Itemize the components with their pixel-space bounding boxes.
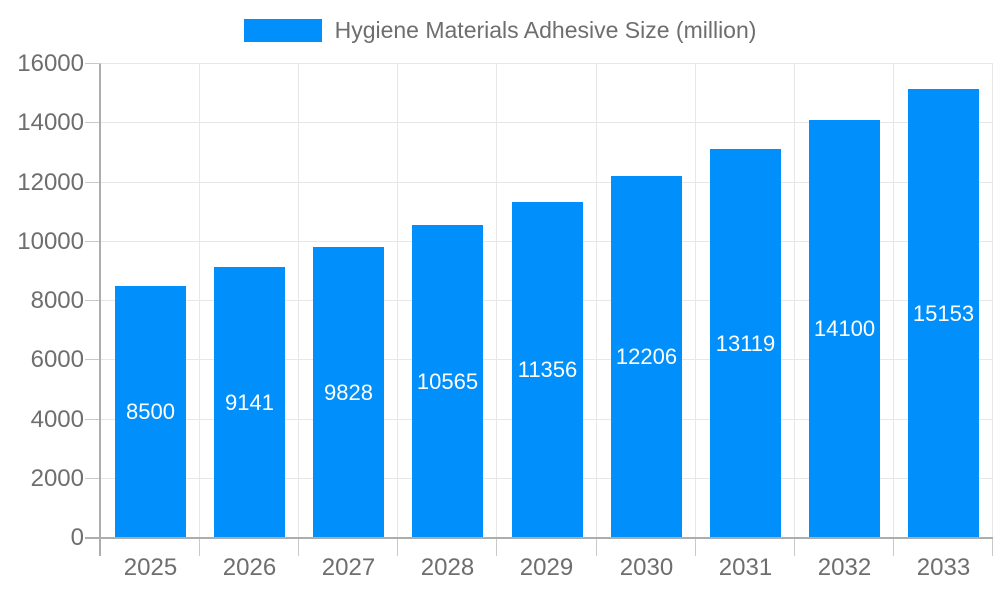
vertical-gridline (298, 64, 299, 538)
x-axis-tick (992, 538, 993, 556)
bar-value-label: 14100 (813, 316, 876, 341)
y-axis-tick (85, 478, 101, 479)
bar-value-label: 10565 (416, 368, 479, 394)
y-axis-tick (85, 63, 101, 64)
y-axis-tick (85, 419, 101, 420)
horizontal-gridline (101, 63, 993, 64)
y-axis-label: 6000 (30, 346, 84, 373)
x-axis-tick (695, 538, 696, 556)
y-axis-label: 0 (70, 524, 84, 551)
x-axis-tick (397, 538, 398, 556)
bar-value-label: 12206 (615, 344, 678, 369)
bar-value-label: 9828 (324, 379, 373, 405)
x-axis-tick (298, 538, 299, 556)
bar-value-label: 8500 (126, 399, 175, 424)
vertical-gridline (794, 64, 795, 538)
bar: 11356 (512, 202, 583, 538)
bar-value-label: 13119 (715, 330, 776, 356)
y-axis-tick (85, 300, 101, 301)
x-axis-tick (496, 538, 497, 556)
bar-value-label: 15153 (912, 300, 975, 326)
x-axis-tick (596, 538, 597, 556)
x-axis-label: 2029 (519, 554, 574, 581)
vertical-gridline (596, 64, 597, 538)
y-axis-label: 4000 (30, 406, 84, 433)
y-axis-label: 16000 (17, 50, 84, 77)
x-axis-label: 2028 (420, 554, 475, 581)
y-axis-label: 2000 (30, 465, 84, 492)
y-axis-label: 8000 (30, 287, 84, 314)
x-axis-label: 2030 (619, 554, 674, 581)
legend[interactable]: Hygiene Materials Adhesive Size (million… (0, 17, 1000, 44)
vertical-gridline (496, 64, 497, 538)
x-axis-label: 2026 (222, 554, 277, 581)
bar: 13119 (710, 149, 781, 538)
x-axis-label: 2033 (916, 554, 971, 581)
vertical-gridline (199, 64, 200, 538)
x-axis-tick (794, 538, 795, 556)
vertical-gridline (992, 64, 993, 538)
x-axis-tick (893, 538, 894, 556)
y-axis-label: 10000 (17, 228, 84, 255)
vertical-gridline (893, 64, 894, 538)
horizontal-gridline (101, 182, 993, 183)
y-axis-label: 12000 (17, 169, 84, 196)
bar: 14100 (809, 120, 880, 538)
bar: 8500 (115, 286, 186, 538)
horizontal-gridline (101, 122, 993, 123)
vertical-gridline (397, 64, 398, 538)
bar-value-label: 9141 (225, 389, 274, 415)
vertical-gridline (695, 64, 696, 538)
y-axis-line (99, 64, 101, 556)
y-axis-tick (85, 359, 101, 360)
legend-swatch (243, 19, 322, 42)
x-axis-label: 2027 (321, 554, 376, 581)
y-axis-tick (85, 241, 101, 242)
bar: 9141 (214, 267, 285, 538)
x-axis-line (85, 537, 993, 539)
y-axis-tick (85, 182, 101, 183)
x-axis-tick (199, 538, 200, 556)
bar: 12206 (611, 176, 682, 538)
bar: 15153 (908, 89, 979, 538)
bar: 10565 (412, 225, 483, 538)
legend-label: Hygiene Materials Adhesive Size (million… (334, 17, 757, 43)
bar: 9828 (313, 247, 384, 538)
bar-value-label: 11356 (517, 357, 578, 382)
x-axis-label: 2032 (817, 554, 872, 581)
y-axis-label: 14000 (17, 109, 84, 136)
x-axis-label: 2031 (718, 554, 773, 581)
y-axis-tick (85, 122, 101, 123)
x-axis-label: 2025 (123, 554, 178, 581)
